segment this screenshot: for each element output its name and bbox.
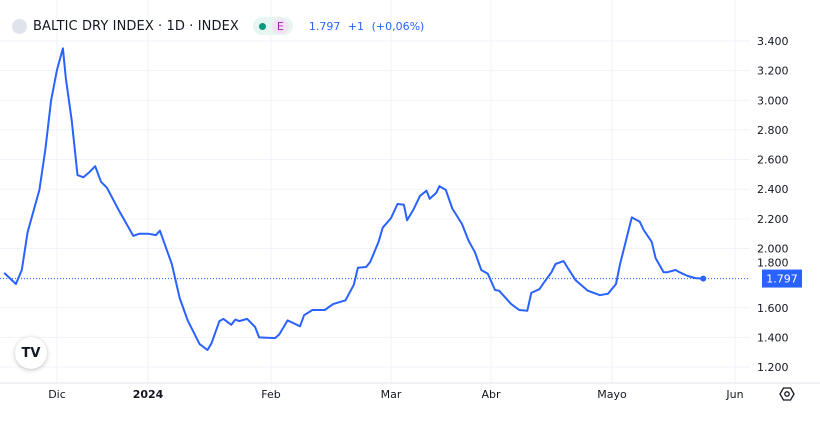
y-tick-label: 2.400 (757, 183, 789, 196)
y-tick-label: 3.400 (757, 35, 789, 48)
y-tick-label: 1.400 (757, 331, 789, 344)
symbol-icon (12, 18, 27, 34)
tradingview-logo[interactable]: TV (15, 337, 47, 369)
x-tick-label: Dic (48, 388, 66, 401)
y-tick-label: 2.000 (757, 242, 789, 255)
last-price-label: 1.797 (766, 273, 798, 286)
logo-text: TV (21, 345, 41, 361)
quote: 1.797 +1 (+0,06%) (309, 20, 428, 33)
symbol-title[interactable]: BALTIC DRY INDEX · 1D · INDEX (33, 18, 239, 34)
x-tick-label: Abr (481, 388, 501, 401)
y-tick-label: 2.600 (757, 154, 789, 167)
y-tick-label: 2.800 (757, 124, 789, 137)
last-price-label-bg (762, 269, 802, 288)
y-tick-label: 1.600 (757, 302, 789, 315)
x-tick-label: Mayo (597, 388, 627, 401)
x-tick-label: 2024 (133, 388, 164, 401)
last-price: 1.797 (308, 19, 341, 33)
last-point-marker (700, 275, 707, 282)
x-tick-label: Jun (725, 388, 743, 401)
y-tick-label: 3.000 (757, 94, 789, 107)
price-change-pct: (+0,06%) (371, 19, 425, 33)
price-series-line (3, 47, 704, 351)
x-tick-label: Mar (381, 388, 402, 401)
exchange-badge: E (271, 18, 289, 34)
settings-icon[interactable] (779, 386, 795, 402)
y-tick-label: 1.200 (757, 361, 789, 374)
y-tick-label: 3.200 (757, 65, 789, 78)
y-tick-label: 1.800 (757, 257, 789, 270)
legend-header: BALTIC DRY INDEX · 1D · INDEX E 1.797 +1… (12, 17, 428, 35)
status-badge[interactable]: E (252, 17, 293, 35)
price-change: +1 (347, 19, 365, 33)
x-tick-label: Feb (261, 388, 280, 401)
market-status-icon (258, 22, 266, 30)
y-tick-label: 2.200 (757, 213, 789, 226)
